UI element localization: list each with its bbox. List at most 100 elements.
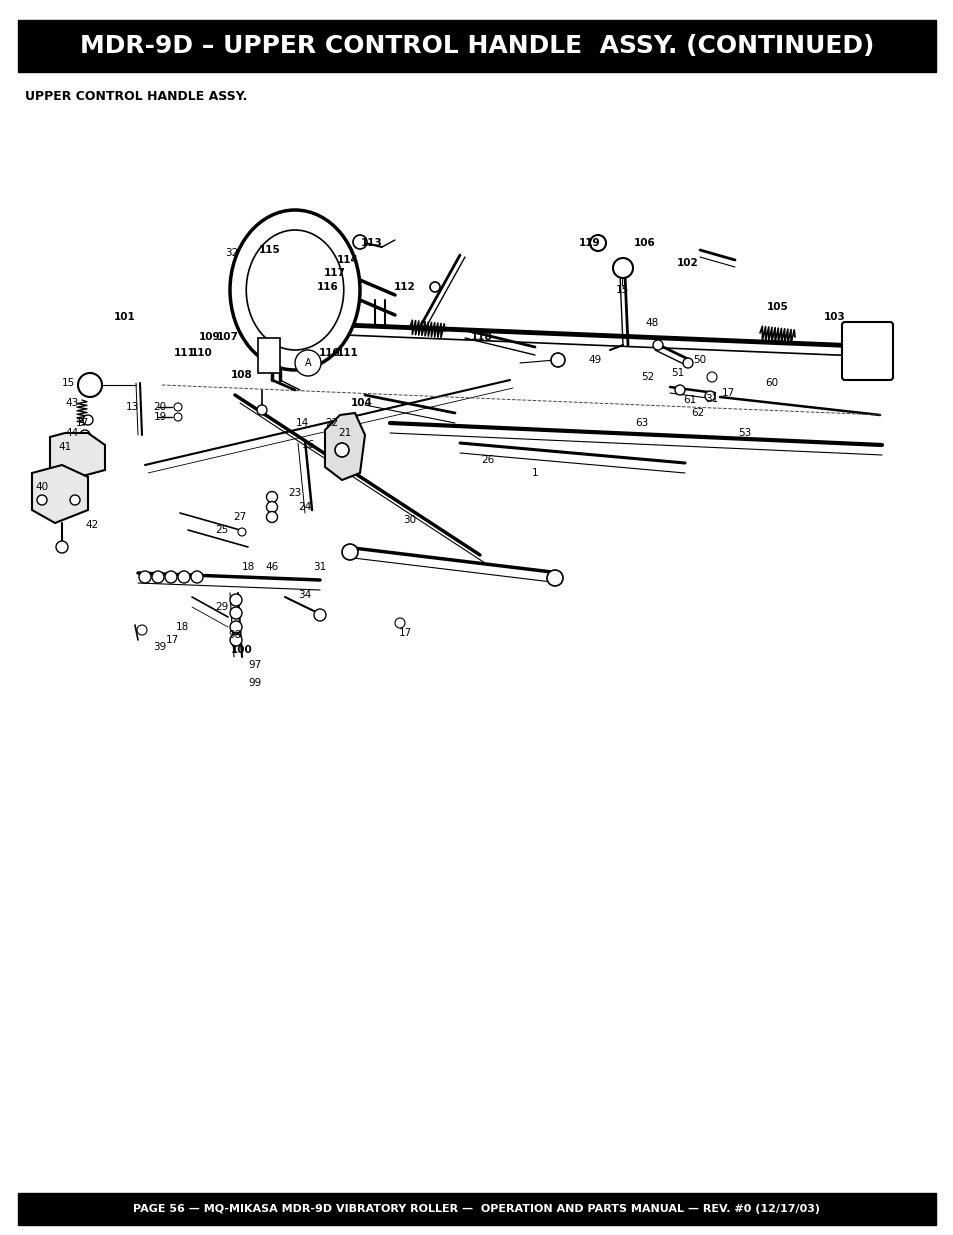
Text: UPPER CONTROL HANDLE ASSY.: UPPER CONTROL HANDLE ASSY.	[25, 90, 247, 103]
Text: 32: 32	[225, 248, 238, 258]
Text: 17: 17	[75, 417, 89, 429]
Text: 50: 50	[693, 354, 706, 366]
Text: 14: 14	[295, 417, 309, 429]
Text: 15: 15	[615, 285, 628, 295]
Text: 104: 104	[351, 398, 373, 408]
Text: 31: 31	[313, 562, 326, 572]
Circle shape	[652, 340, 662, 350]
Ellipse shape	[230, 210, 359, 370]
Text: 1: 1	[531, 468, 537, 478]
Text: 41: 41	[58, 442, 71, 452]
Text: 113: 113	[361, 238, 382, 248]
Circle shape	[682, 358, 692, 368]
Text: 15: 15	[61, 378, 74, 388]
Text: 52: 52	[640, 372, 654, 382]
Bar	[18, 20, 935, 72]
Text: 17: 17	[720, 388, 734, 398]
Text: 105: 105	[766, 303, 788, 312]
Circle shape	[152, 571, 164, 583]
Text: 13: 13	[125, 403, 138, 412]
Circle shape	[294, 350, 320, 375]
Circle shape	[341, 543, 357, 559]
Bar	[18, 1193, 935, 1225]
Text: 119: 119	[578, 238, 600, 248]
Text: 118: 118	[471, 332, 493, 342]
Text: 51: 51	[671, 368, 684, 378]
Circle shape	[314, 609, 326, 621]
Circle shape	[335, 443, 349, 457]
Text: 26: 26	[481, 454, 494, 466]
Text: 60: 60	[764, 378, 778, 388]
Text: 100: 100	[231, 645, 253, 655]
Circle shape	[70, 495, 80, 505]
Text: 25: 25	[215, 525, 229, 535]
Text: 18: 18	[175, 622, 189, 632]
Circle shape	[173, 403, 182, 411]
Text: 98: 98	[228, 630, 241, 640]
Circle shape	[230, 594, 242, 606]
Circle shape	[430, 282, 439, 291]
Text: 108: 108	[231, 370, 253, 380]
Text: 97: 97	[248, 659, 261, 671]
Text: 16: 16	[301, 440, 314, 450]
Circle shape	[37, 495, 47, 505]
Text: 27: 27	[233, 513, 247, 522]
Text: 31: 31	[704, 394, 718, 404]
Circle shape	[237, 529, 246, 536]
Text: 19: 19	[153, 412, 167, 422]
Text: 102: 102	[677, 258, 699, 268]
Text: 29: 29	[215, 601, 229, 613]
Text: 110: 110	[191, 348, 213, 358]
Text: A: A	[304, 358, 311, 368]
Text: 42: 42	[85, 520, 98, 530]
Circle shape	[266, 492, 277, 503]
Text: 23: 23	[288, 488, 301, 498]
Circle shape	[353, 235, 367, 249]
Text: 107: 107	[217, 332, 238, 342]
Text: 111: 111	[336, 348, 358, 358]
Text: 49: 49	[588, 354, 601, 366]
Circle shape	[137, 625, 147, 635]
Text: 99: 99	[248, 678, 261, 688]
Circle shape	[173, 412, 182, 421]
Text: 111: 111	[174, 348, 195, 358]
Circle shape	[266, 501, 277, 513]
Circle shape	[56, 541, 68, 553]
Bar	[257, 338, 280, 373]
Polygon shape	[50, 433, 105, 480]
Circle shape	[165, 571, 177, 583]
Text: 18: 18	[241, 562, 254, 572]
Text: 106: 106	[634, 238, 656, 248]
Circle shape	[80, 430, 90, 440]
Circle shape	[230, 634, 242, 646]
Circle shape	[139, 571, 151, 583]
Text: 48: 48	[644, 317, 658, 329]
Circle shape	[589, 235, 605, 251]
Circle shape	[256, 405, 267, 415]
Text: 117: 117	[324, 268, 346, 278]
Text: 46: 46	[265, 562, 278, 572]
Text: 101: 101	[114, 312, 135, 322]
Circle shape	[675, 385, 684, 395]
Circle shape	[178, 571, 190, 583]
Circle shape	[230, 606, 242, 619]
Text: 17: 17	[165, 635, 178, 645]
Text: 43: 43	[66, 398, 78, 408]
Circle shape	[546, 571, 562, 585]
Circle shape	[704, 391, 714, 401]
Text: 109: 109	[199, 332, 220, 342]
Circle shape	[191, 571, 203, 583]
Text: 20: 20	[153, 403, 167, 412]
Ellipse shape	[246, 230, 343, 350]
Text: 17: 17	[398, 629, 411, 638]
Text: 110: 110	[319, 348, 340, 358]
Text: 53: 53	[738, 429, 751, 438]
Text: 24: 24	[298, 501, 312, 513]
Text: 103: 103	[823, 312, 845, 322]
Circle shape	[706, 372, 717, 382]
Text: 40: 40	[35, 482, 49, 492]
Text: 62: 62	[691, 408, 704, 417]
Text: PAGE 56 — MQ-MIKASA MDR-9D VIBRATORY ROLLER —  OPERATION AND PARTS MANUAL — REV.: PAGE 56 — MQ-MIKASA MDR-9D VIBRATORY ROL…	[133, 1204, 820, 1214]
Circle shape	[266, 511, 277, 522]
Text: 61: 61	[682, 395, 696, 405]
